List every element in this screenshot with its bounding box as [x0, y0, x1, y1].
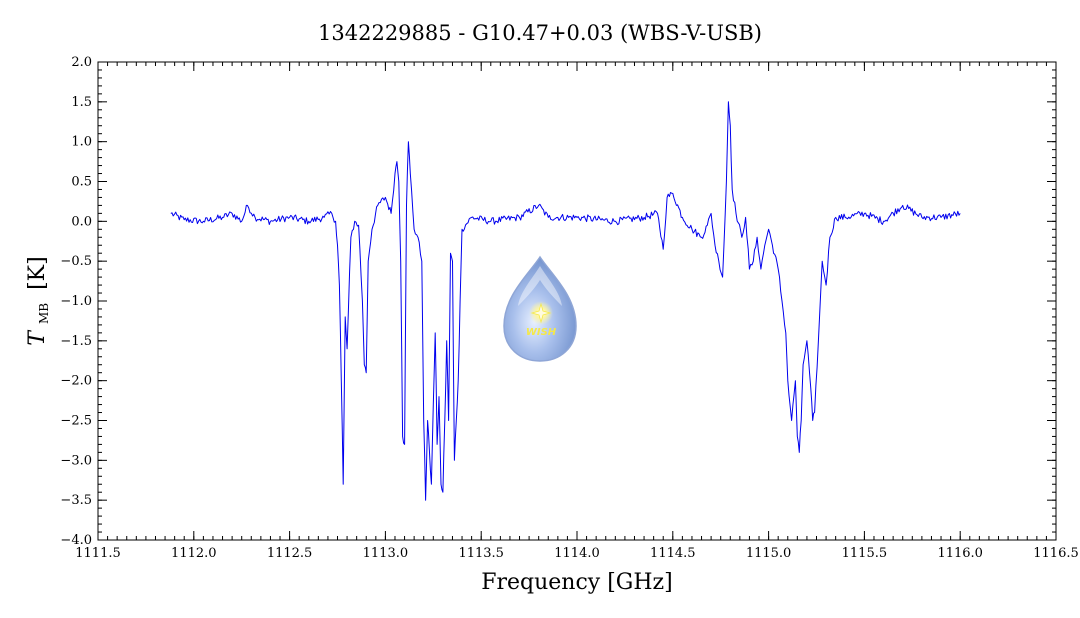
y-tick-label: −1.0 [60, 294, 92, 309]
y-tick-label: 1.0 [71, 135, 92, 150]
x-tick-label: 1112.0 [171, 546, 217, 561]
x-tick-label: 1111.5 [75, 546, 121, 561]
y-tick-label: 0.5 [71, 175, 92, 190]
y-axis-unit: [K] [25, 256, 50, 290]
y-axis-symbol: T [25, 329, 50, 346]
x-tick-label: 1115.0 [746, 546, 792, 561]
y-tick-label: 1.5 [71, 95, 92, 110]
x-tick-label: 1114.5 [650, 546, 696, 561]
x-axis-ticks: 1111.5 1112.0 1112.5 1113.0 1113.5 1114.0 1114… [75, 62, 1079, 561]
y-tick-label: −2.0 [60, 374, 92, 389]
plot-frame [97, 61, 1057, 541]
y-tick-label: −3.5 [60, 493, 92, 508]
x-axis-label: Frequency [GHz] [481, 570, 673, 595]
x-tick-label: 1115.5 [842, 546, 888, 561]
y-tick-label: −0.5 [60, 254, 92, 269]
y-tick-label: −1.5 [60, 334, 92, 349]
logo-highlight [518, 266, 562, 306]
x-tick-label: 1116.0 [937, 546, 983, 561]
y-tick-label: 2.0 [71, 55, 92, 70]
y-tick-label: −3.0 [60, 453, 92, 468]
y-tick-label: 0.0 [71, 214, 92, 229]
x-tick-label: 1112.5 [267, 546, 313, 561]
series-group [170, 101, 961, 501]
chart-title: 1342229885 - G10.47+0.03 (WBS-V-USB) [318, 21, 762, 45]
y-axis-subscript: MB [37, 303, 51, 324]
y-axis-label: T MB [K] [25, 256, 54, 345]
logo-star-icon [530, 302, 552, 324]
x-tick-label: 1114.0 [554, 546, 600, 561]
y-tick-label: −2.5 [60, 414, 92, 429]
y-tick-label: −4.0 [60, 533, 92, 548]
x-tick-label: 1113.5 [458, 546, 504, 561]
x-tick-label: 1113.0 [363, 546, 409, 561]
spectrum-line [170, 101, 961, 501]
logo-text: WISH [526, 327, 557, 338]
x-tick-label: 1116.5 [1033, 546, 1079, 561]
wish-logo: WISH [503, 255, 577, 362]
